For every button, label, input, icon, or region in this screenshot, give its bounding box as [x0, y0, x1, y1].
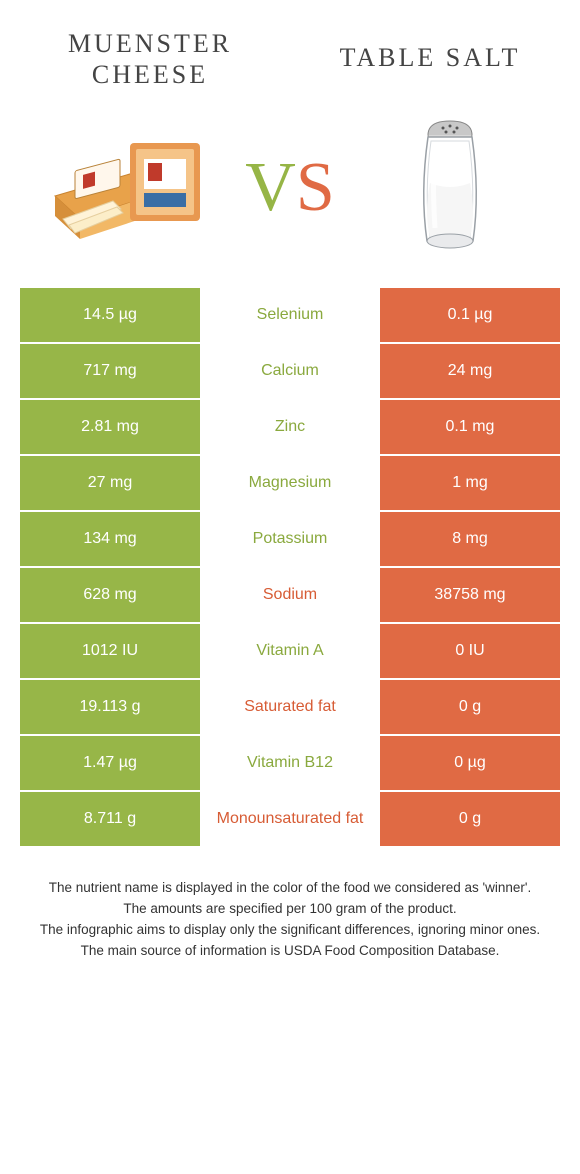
footnote-line: The infographic aims to display only the…: [30, 920, 550, 941]
value-left: 2.81 mg: [20, 400, 200, 454]
vs-v: V: [245, 149, 296, 226]
table-row: 2.81 mgZinc0.1 mg: [20, 400, 560, 454]
value-right: 0 g: [380, 792, 560, 846]
table-row: 14.5 µgSelenium0.1 µg: [20, 288, 560, 342]
value-right: 0 IU: [380, 624, 560, 678]
value-right: 24 mg: [380, 344, 560, 398]
footnote-line: The amounts are specified per 100 gram o…: [30, 899, 550, 920]
table-row: 628 mgSodium38758 mg: [20, 568, 560, 622]
nutrient-name: Sodium: [200, 568, 380, 622]
table-row: 1.47 µgVitamin B120 µg: [20, 736, 560, 790]
value-right: 0.1 µg: [380, 288, 560, 342]
footnote-line: The main source of information is USDA F…: [30, 941, 550, 962]
nutrient-name: Saturated fat: [200, 680, 380, 734]
images-row: VS: [0, 98, 580, 288]
value-left: 8.711 g: [20, 792, 200, 846]
table-row: 27 mgMagnesium1 mg: [20, 456, 560, 510]
nutrient-table: 14.5 µgSelenium0.1 µg717 mgCalcium24 mg2…: [20, 288, 560, 846]
nutrient-name: Potassium: [200, 512, 380, 566]
nutrient-name: Selenium: [200, 288, 380, 342]
value-right: 1 mg: [380, 456, 560, 510]
cheese-icon: [45, 123, 215, 253]
nutrient-name: Vitamin A: [200, 624, 380, 678]
value-left: 717 mg: [20, 344, 200, 398]
value-right: 0 µg: [380, 736, 560, 790]
food-left-title: MUENSTER CHEESE: [40, 28, 260, 90]
nutrient-name: Vitamin B12: [200, 736, 380, 790]
value-left: 134 mg: [20, 512, 200, 566]
value-left: 19.113 g: [20, 680, 200, 734]
nutrient-name: Monounsaturated fat: [200, 792, 380, 846]
food-right-title: TABLE SALT: [320, 42, 540, 73]
footnotes: The nutrient name is displayed in the co…: [0, 848, 580, 962]
table-row: 134 mgPotassium8 mg: [20, 512, 560, 566]
nutrient-name: Calcium: [200, 344, 380, 398]
infographic-container: MUENSTER CHEESE TABLE SALT: [0, 0, 580, 1174]
value-right: 0 g: [380, 680, 560, 734]
value-left: 1012 IU: [20, 624, 200, 678]
value-right: 8 mg: [380, 512, 560, 566]
salt-shaker-icon: [405, 113, 495, 263]
table-row: 1012 IUVitamin A0 IU: [20, 624, 560, 678]
header-row: MUENSTER CHEESE TABLE SALT: [0, 0, 580, 98]
table-row: 717 mgCalcium24 mg: [20, 344, 560, 398]
table-row: 8.711 gMonounsaturated fat0 g: [20, 792, 560, 846]
value-left: 1.47 µg: [20, 736, 200, 790]
value-right: 38758 mg: [380, 568, 560, 622]
cheese-image: [40, 113, 220, 263]
value-right: 0.1 mg: [380, 400, 560, 454]
footnote-line: The nutrient name is displayed in the co…: [30, 878, 550, 899]
salt-image: [360, 113, 540, 263]
value-left: 27 mg: [20, 456, 200, 510]
nutrient-name: Zinc: [200, 400, 380, 454]
nutrient-name: Magnesium: [200, 456, 380, 510]
value-left: 628 mg: [20, 568, 200, 622]
vs-label: VS: [245, 153, 335, 223]
vs-s: S: [296, 149, 335, 226]
value-left: 14.5 µg: [20, 288, 200, 342]
table-row: 19.113 gSaturated fat0 g: [20, 680, 560, 734]
